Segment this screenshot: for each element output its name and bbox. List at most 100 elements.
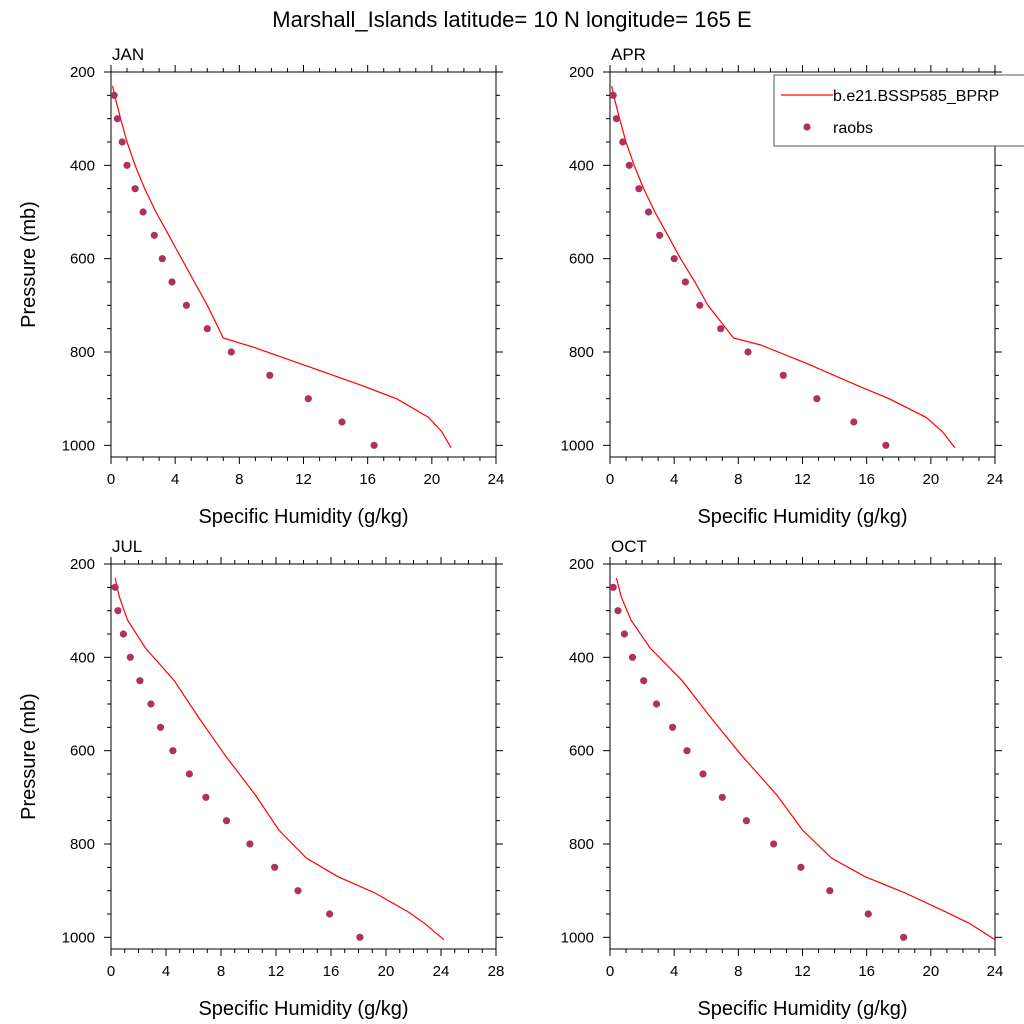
x-tick-label: 0 <box>107 471 115 488</box>
x-tick-label: 24 <box>433 963 450 980</box>
x-axis-title: Specific Humidity (g/kg) <box>198 506 408 528</box>
model-profile-line <box>615 577 995 941</box>
raobs-point <box>813 395 821 403</box>
raobs-point <box>222 817 231 825</box>
legend-box <box>773 74 1024 147</box>
panel-jul: 0 4 8 12 16 20 24 28 200 400 600 800 1000 JUL Specific… <box>18 537 504 1020</box>
plot-area <box>111 577 445 941</box>
raobs-point <box>356 933 364 941</box>
raobs-point <box>185 770 193 778</box>
raobs-point <box>640 677 648 685</box>
raobs-point <box>683 747 691 755</box>
raobs-point <box>246 840 254 848</box>
x-tick-label: 16 <box>359 471 376 488</box>
raobs-point <box>168 278 176 286</box>
raobs-point <box>742 817 751 825</box>
raobs-point <box>111 91 118 99</box>
y-tick-label: 1000 <box>62 437 95 454</box>
x-tick-label: 24 <box>987 471 1004 488</box>
raobs-point <box>718 793 726 801</box>
raobs-point <box>118 138 126 146</box>
plot-frame <box>110 71 497 458</box>
plot-area <box>111 85 452 449</box>
legend-obs-marker <box>803 123 811 131</box>
raobs-point <box>147 700 155 708</box>
legend-model-label: b.e21.BSSP585_BPRP <box>833 88 999 105</box>
raobs-point <box>652 700 661 708</box>
raobs-point <box>126 653 134 661</box>
panel-jan: 0 4 8 12 16 20 24 200 400 600 800 1000 JAN Specific H… <box>18 45 504 528</box>
raobs-point <box>203 325 211 333</box>
raobs-point <box>156 723 165 731</box>
x-tick-label: 0 <box>606 471 614 488</box>
y-tick-label: 200 <box>70 556 95 573</box>
panel-label-oct: OCT <box>611 537 647 556</box>
x-tick-label: 0 <box>107 963 115 980</box>
panel-apr: 0 4 8 12 16 20 24 200 400 600 800 1000 APR Specific H… <box>561 45 1004 528</box>
raobs-point <box>864 910 872 918</box>
raobs-point <box>882 441 890 449</box>
raobs-point <box>779 371 787 379</box>
raobs-point <box>656 231 664 239</box>
x-tick-label: 4 <box>670 963 678 980</box>
y-tick-label: 400 <box>569 157 594 174</box>
x-tick-label: 20 <box>922 963 939 980</box>
raobs-point <box>182 301 190 309</box>
raobs-point <box>619 138 627 146</box>
plot-frame <box>110 563 497 950</box>
legend-obs-label: raobs <box>833 120 873 137</box>
y-axis-title: Pressure (mb) <box>18 201 40 328</box>
x-tick-label: 0 <box>606 963 614 980</box>
figure-title: Marshall_Islands latitude= 10 N longitud… <box>272 7 751 32</box>
raobs-point <box>150 231 158 239</box>
plot-area <box>610 85 956 449</box>
x-tick-label: 8 <box>734 471 742 488</box>
model-profile-line <box>114 577 445 941</box>
raobs-point <box>158 255 166 263</box>
x-tick-label: 24 <box>987 963 1004 980</box>
x-tick-label: 12 <box>268 963 285 980</box>
raobs-point <box>628 653 637 661</box>
raobs-point <box>797 863 805 871</box>
model-profile-line <box>112 85 452 449</box>
x-axis-title: Specific Humidity (g/kg) <box>697 998 907 1020</box>
raobs-point <box>338 418 346 426</box>
raobs-point <box>119 630 127 638</box>
raobs-point <box>123 161 131 169</box>
y-tick-label: 200 <box>70 64 95 81</box>
x-tick-label: 12 <box>295 471 312 488</box>
raobs-point <box>635 185 643 193</box>
raobs-point <box>900 933 908 941</box>
x-tick-label: 4 <box>171 471 179 488</box>
y-tick-label: 1000 <box>561 929 594 946</box>
plot-frame <box>609 563 996 950</box>
raobs-point <box>227 348 235 356</box>
x-axis-title: Specific Humidity (g/kg) <box>198 998 408 1020</box>
raobs-point <box>266 371 274 379</box>
y-tick-label: 800 <box>70 344 95 361</box>
x-tick-label: 4 <box>670 471 678 488</box>
raobs-point <box>717 325 725 333</box>
x-tick-label: 8 <box>235 471 243 488</box>
x-tick-label: 28 <box>488 963 505 980</box>
x-tick-label: 12 <box>794 963 811 980</box>
x-axis-title: Specific Humidity (g/kg) <box>697 506 907 528</box>
y-tick-label: 600 <box>70 251 95 268</box>
y-tick-label: 200 <box>569 556 594 573</box>
x-tick-label: 8 <box>217 963 225 980</box>
raobs-point <box>670 255 678 263</box>
raobs-point <box>370 441 378 449</box>
raobs-point <box>326 910 334 918</box>
panel-label-jul: JUL <box>112 537 142 556</box>
raobs-point <box>169 747 177 755</box>
raobs-point <box>131 185 139 193</box>
x-tick-label: 4 <box>162 963 170 980</box>
raobs-point <box>699 770 707 778</box>
y-axis-title: Pressure (mb) <box>18 693 40 820</box>
y-tick-label: 600 <box>569 743 594 760</box>
legend: b.e21.BSSP585_BPRP raobs <box>773 74 1024 147</box>
raobs-point <box>294 887 302 895</box>
x-tick-label: 16 <box>858 963 875 980</box>
raobs-point <box>744 348 752 356</box>
